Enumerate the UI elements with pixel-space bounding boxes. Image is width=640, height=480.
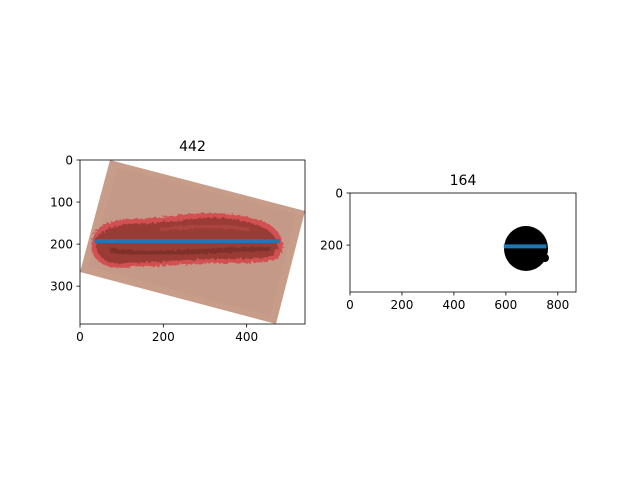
mask-blob: [504, 226, 548, 271]
y-tick-label: 100: [50, 196, 73, 210]
subplot-1-title: 442: [179, 139, 206, 155]
subplot-2: 164 0 200 400 600 800 0 200: [320, 173, 577, 312]
subplot-1-xaxis: 0 200 400: [76, 324, 258, 344]
subplot-1-frame: [79, 159, 306, 325]
y-tick-label: 0: [335, 187, 343, 201]
x-tick-label: 0: [76, 330, 84, 344]
y-tick-label: 0: [65, 154, 73, 168]
subplot-2-xaxis: 0 200 400 600 800: [346, 292, 569, 312]
y-tick-label: 300: [50, 280, 73, 294]
x-tick-label: 0: [346, 298, 354, 312]
x-tick-label: 200: [391, 298, 414, 312]
y-tick-label: 200: [50, 238, 73, 252]
x-tick-label: 600: [494, 298, 517, 312]
subplot-1: 442 0 200 400 0 100 200 300: [50, 139, 306, 344]
y-tick-label: 200: [320, 239, 343, 253]
x-tick-label: 800: [546, 298, 569, 312]
subplot-2-frame: [349, 192, 577, 293]
subplot-2-image: [350, 193, 576, 292]
subplot-2-yaxis: 0 200: [320, 187, 350, 253]
subplot-1-yaxis: 0 100 200 300: [50, 154, 80, 294]
x-tick-label: 200: [152, 330, 175, 344]
subplot-2-title: 164: [450, 173, 477, 189]
x-tick-label: 400: [235, 330, 258, 344]
x-tick-label: 400: [442, 298, 465, 312]
